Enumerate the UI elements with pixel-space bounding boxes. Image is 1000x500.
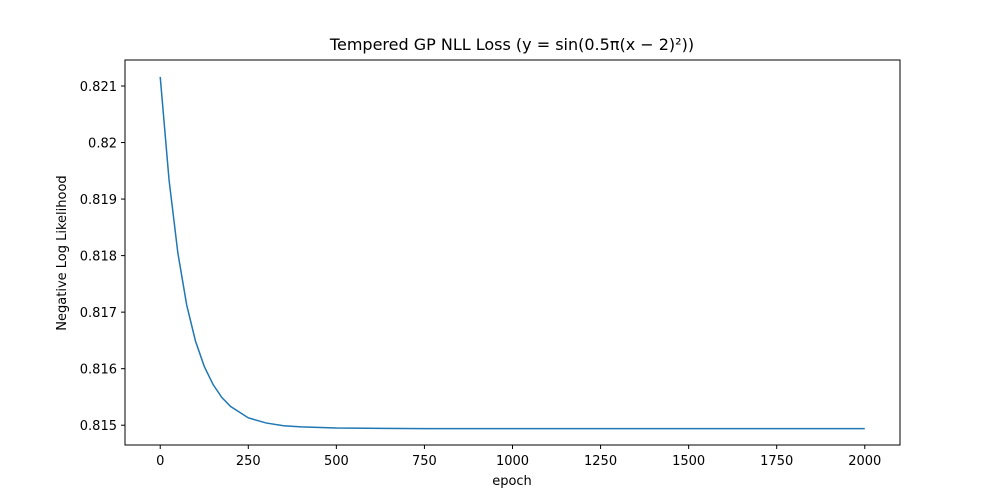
x-tick-label: 250 — [236, 454, 261, 469]
y-tick-label: 0.815 — [80, 419, 117, 434]
line-series — [159, 76, 865, 430]
y-tick-label: 0.818 — [80, 250, 117, 265]
x-tick-label: 0 — [156, 454, 164, 469]
x-tick-label: 750 — [412, 454, 437, 469]
y-tick-label: 0.821 — [80, 80, 117, 95]
x-tick-label: 2000 — [848, 454, 881, 469]
y-tick-label: 0.82 — [88, 137, 117, 152]
x-tick-label: 1750 — [760, 454, 793, 469]
x-tick-label: 1500 — [672, 454, 705, 469]
y-tick-label: 0.817 — [80, 306, 117, 321]
x-tick-label: 1000 — [496, 454, 529, 469]
plot-frame — [124, 59, 901, 446]
y-tick-label: 0.819 — [80, 193, 117, 208]
y-tick-label: 0.816 — [80, 363, 117, 378]
y-axis-label: Negative Log Likelihood — [55, 175, 70, 330]
chart-title: Tempered GP NLL Loss (y = sin(0.5π(x − 2… — [329, 35, 694, 54]
x-tick-label: 1250 — [584, 454, 617, 469]
x-axis-label: epoch — [492, 474, 532, 489]
x-tick-label: 500 — [324, 454, 349, 469]
